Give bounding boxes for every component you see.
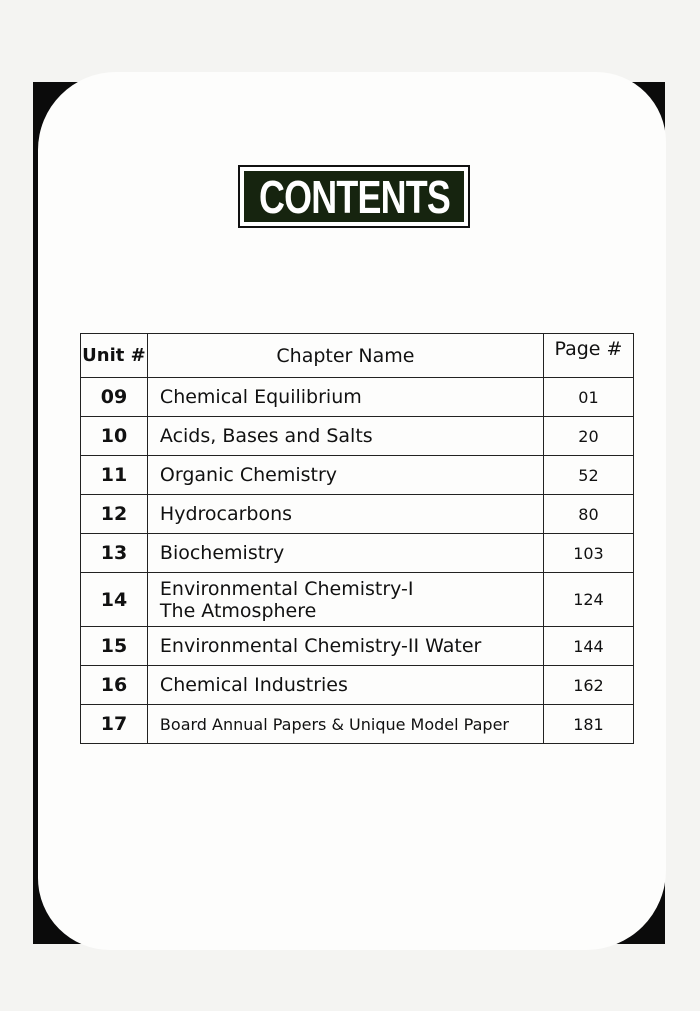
unit-number: 13 xyxy=(80,533,148,573)
table-row: 11 Organic Chemistry 52 xyxy=(80,455,635,495)
header-page: Page # xyxy=(542,333,635,378)
chapter-name: Biochemistry xyxy=(159,542,285,564)
chapter-cell: Environmental Chemistry-II Water xyxy=(146,626,544,666)
page-number: 80 xyxy=(542,494,635,534)
unit-number: 11 xyxy=(80,455,148,495)
table-row: 15 Environmental Chemistry-II Water 144 xyxy=(80,626,635,666)
page-number: 144 xyxy=(542,626,635,666)
chapter-name: Organic Chemistry xyxy=(159,464,338,486)
table-row: 09 Chemical Equilibrium 01 xyxy=(80,377,635,417)
chapter-cell: Biochemistry xyxy=(146,533,544,573)
chapter-cell: Organic Chemistry xyxy=(146,455,544,495)
table-row: 13 Biochemistry 103 xyxy=(80,533,635,573)
chapter-cell: Environmental Chemistry-I The Atmosphere xyxy=(146,572,544,627)
page-number: 181 xyxy=(542,704,635,744)
unit-number: 14 xyxy=(80,572,148,627)
unit-number: 16 xyxy=(80,665,148,705)
chapter-name: Chemical Industries xyxy=(159,674,348,696)
contents-table: Unit # Chapter Name Page # 09 Chemical E… xyxy=(80,333,635,744)
chapter-name: Chemical Equilibrium xyxy=(159,386,362,408)
header-chapter: Chapter Name xyxy=(146,333,544,378)
contents-title-box: CONTENTS xyxy=(238,165,470,228)
chapter-name-line2: The Atmosphere xyxy=(159,599,317,622)
title-banner: CONTENTS xyxy=(244,170,464,223)
unit-number: 17 xyxy=(80,704,148,744)
chapter-cell: Board Annual Papers & Unique Model Paper xyxy=(146,704,544,744)
chapter-name: Hydrocarbons xyxy=(159,503,293,525)
page-number: 162 xyxy=(542,665,635,705)
unit-number: 12 xyxy=(80,494,148,534)
table-row: 10 Acids, Bases and Salts 20 xyxy=(80,416,635,456)
table-row: 17 Board Annual Papers & Unique Model Pa… xyxy=(80,704,635,744)
page-number: 103 xyxy=(542,533,635,573)
table-row: 12 Hydrocarbons 80 xyxy=(80,494,635,534)
chapter-cell: Acids, Bases and Salts xyxy=(146,416,544,456)
chapter-name: Environmental Chemistry-I xyxy=(159,577,414,600)
page-number: 124 xyxy=(542,572,635,627)
page-number: 52 xyxy=(542,455,635,495)
unit-number: 15 xyxy=(80,626,148,666)
chapter-name: Acids, Bases and Salts xyxy=(159,425,373,447)
chapter-name: Environmental Chemistry-II Water xyxy=(159,635,482,657)
table-row: 16 Chemical Industries 162 xyxy=(80,665,635,705)
page-number: 20 xyxy=(542,416,635,456)
page-title: CONTENTS xyxy=(258,170,450,223)
table-row: 14 Environmental Chemistry-I The Atmosphe… xyxy=(80,572,635,627)
header-unit: Unit # xyxy=(80,333,148,378)
chapter-name: Board Annual Papers & Unique Model Paper xyxy=(159,714,509,734)
chapter-cell: Chemical Industries xyxy=(146,665,544,705)
unit-number: 10 xyxy=(80,416,148,456)
chapter-cell: Chemical Equilibrium xyxy=(146,377,544,417)
page-number: 01 xyxy=(542,377,635,417)
chapter-cell: Hydrocarbons xyxy=(146,494,544,534)
unit-number: 09 xyxy=(80,377,148,417)
table-header: Unit # Chapter Name Page # xyxy=(80,333,635,378)
